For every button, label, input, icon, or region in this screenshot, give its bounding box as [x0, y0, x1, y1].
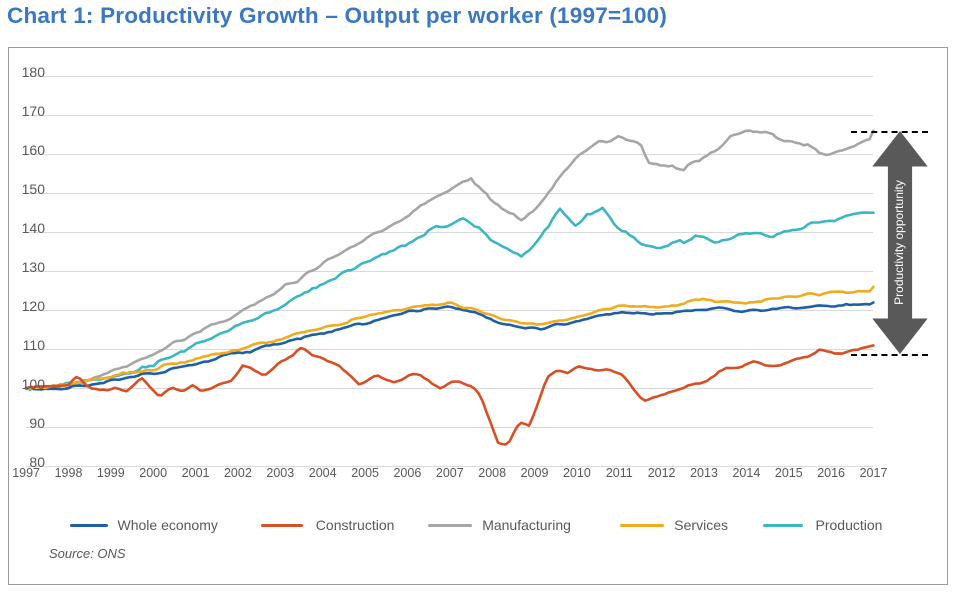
svg-text:Productivity opportunity: Productivity opportunity	[892, 180, 906, 305]
